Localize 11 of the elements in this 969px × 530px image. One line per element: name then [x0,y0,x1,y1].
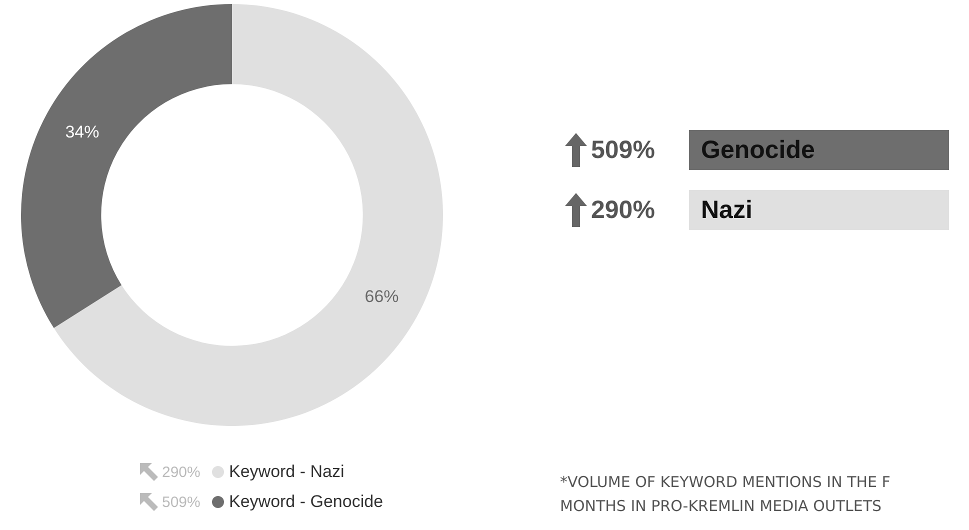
legend-label: Keyword - Genocide [229,492,384,512]
label-box: Nazi [689,190,949,230]
text: 290% [591,196,656,224]
data-label: 66% [364,287,399,306]
label-box: Genocide [689,130,949,170]
text: 509% [162,494,202,510]
data-label: 34% [65,122,100,142]
text: 290% [162,464,202,480]
text: *VOLUME OF KEYWORD MENTIONS IN THE F MONTHS IN PRO-KREMLIN MEDIA OUTLETS [560,472,892,517]
legend-label: Keyword - Nazi [229,462,344,482]
text: 509% [591,136,656,164]
